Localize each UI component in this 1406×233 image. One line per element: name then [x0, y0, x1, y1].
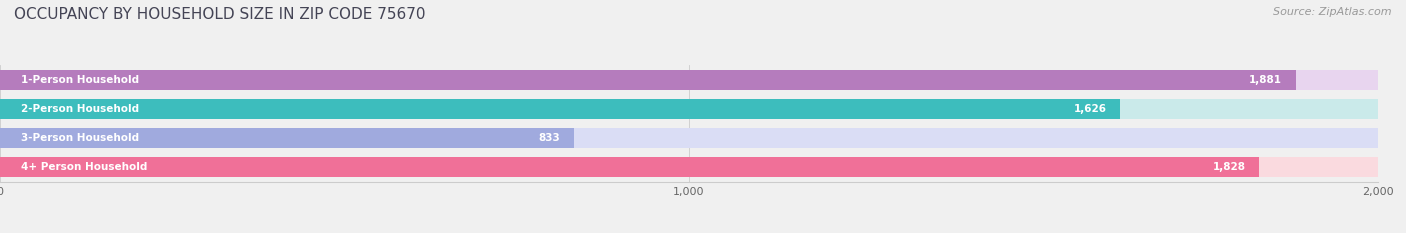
Bar — [0, 157, 1260, 177]
Bar — [0, 70, 1378, 90]
Text: OCCUPANCY BY HOUSEHOLD SIZE IN ZIP CODE 75670: OCCUPANCY BY HOUSEHOLD SIZE IN ZIP CODE … — [14, 7, 426, 22]
Text: 1,828: 1,828 — [1212, 162, 1246, 172]
Bar — [0, 128, 574, 148]
Bar — [0, 99, 1121, 119]
Text: 4+ Person Household: 4+ Person Household — [21, 162, 148, 172]
Bar — [0, 99, 1378, 119]
Text: 3-Person Household: 3-Person Household — [21, 133, 139, 143]
Bar — [0, 70, 1296, 90]
Bar — [0, 128, 1378, 148]
Text: 833: 833 — [538, 133, 560, 143]
Text: 1-Person Household: 1-Person Household — [21, 75, 139, 85]
Text: Source: ZipAtlas.com: Source: ZipAtlas.com — [1274, 7, 1392, 17]
Text: 2-Person Household: 2-Person Household — [21, 104, 139, 114]
Bar — [0, 157, 1378, 177]
Text: 1,881: 1,881 — [1249, 75, 1282, 85]
Text: 1,626: 1,626 — [1073, 104, 1107, 114]
